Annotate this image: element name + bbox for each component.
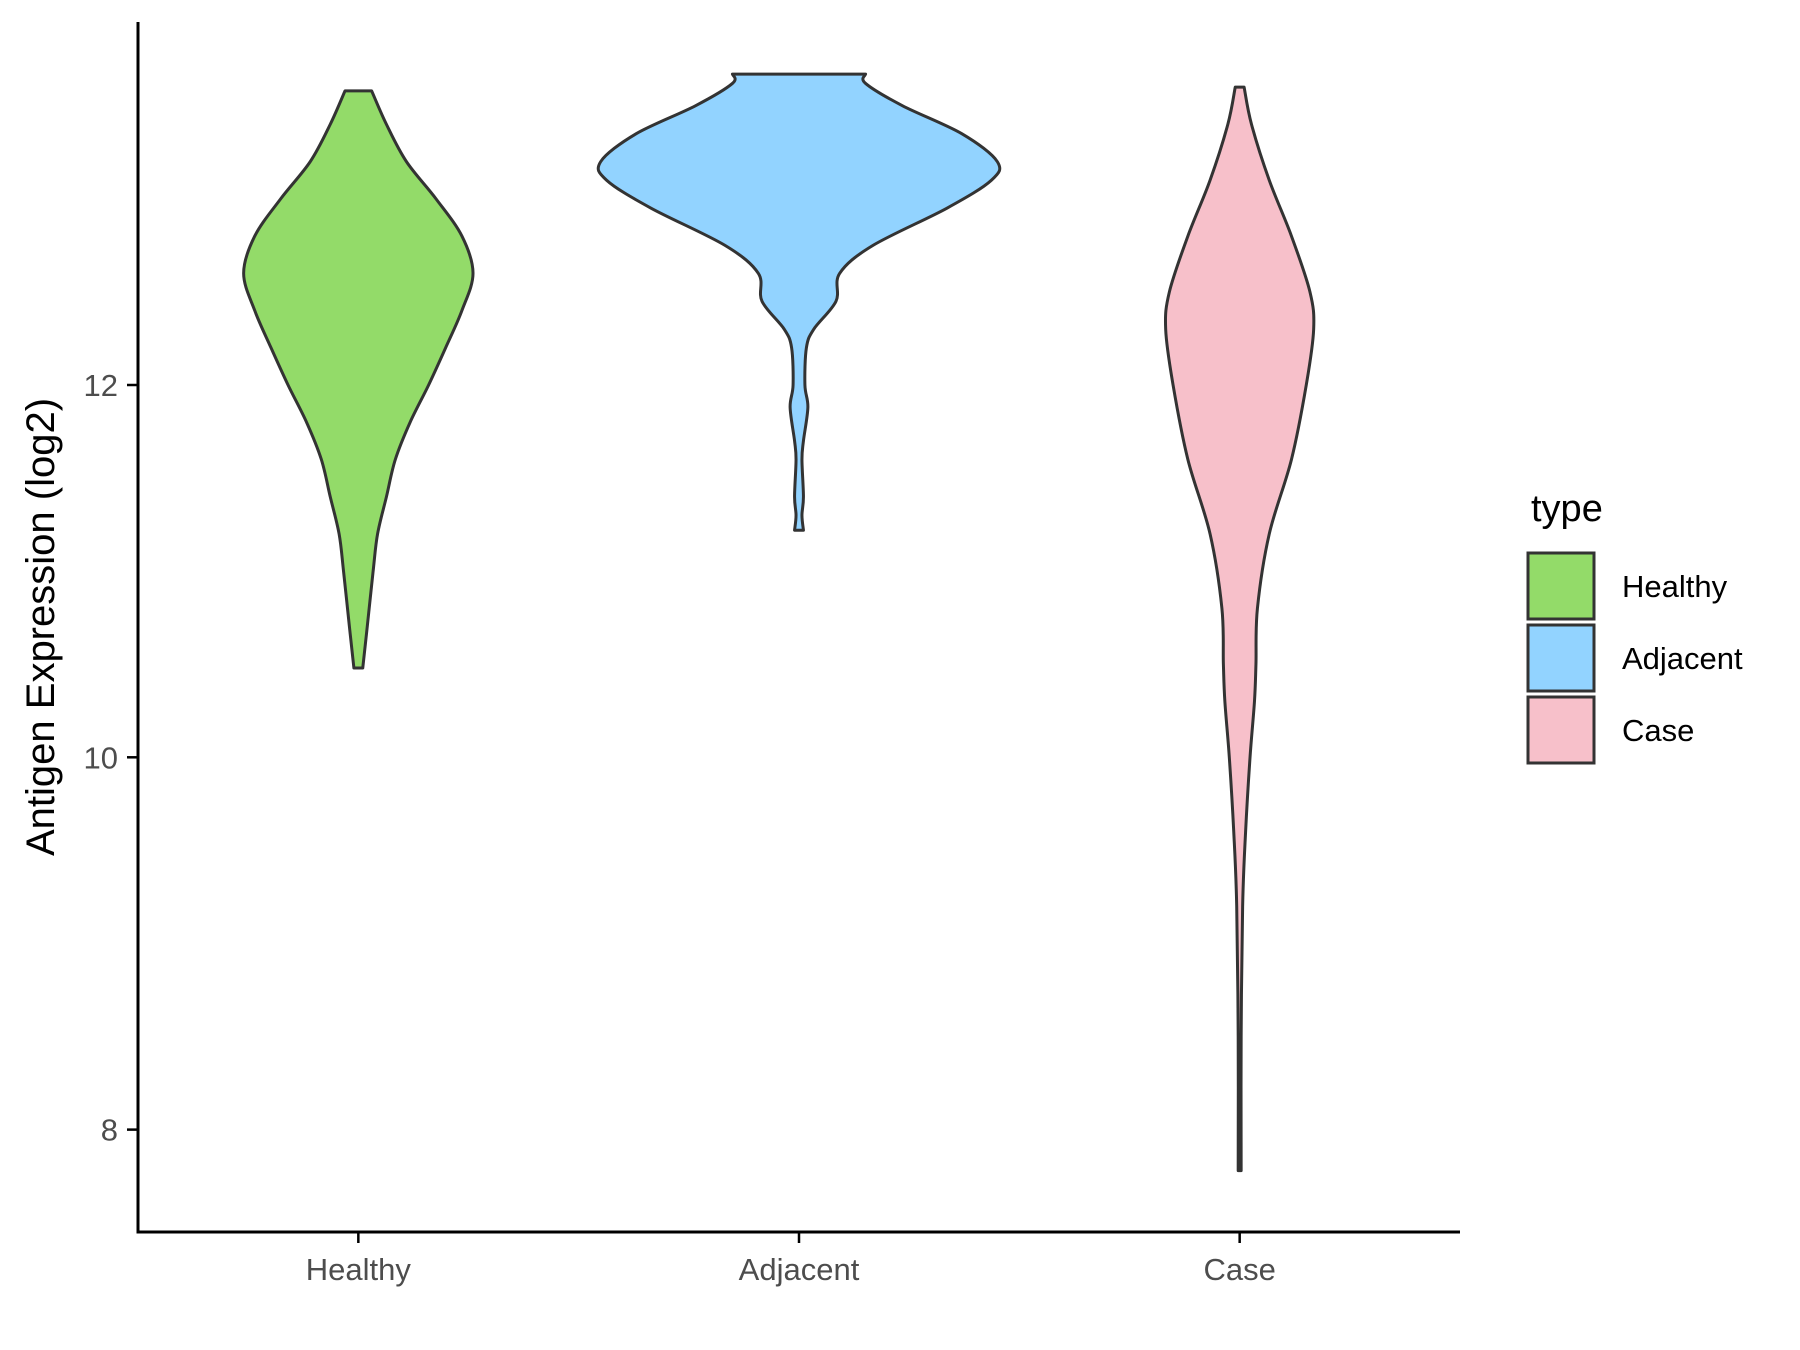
legend-label-adjacent: Adjacent xyxy=(1622,641,1743,676)
x-tick-label: Adjacent xyxy=(739,1252,860,1287)
legend-entries: Healthy Adjacent Case xyxy=(1526,551,1743,765)
violin-case xyxy=(1163,85,1316,1173)
y-ticks: 8 10 12 xyxy=(84,368,138,1148)
x-tick-label: Healthy xyxy=(306,1252,412,1287)
y-tick-label: 12 xyxy=(84,368,118,403)
y-tick-label: 8 xyxy=(101,1113,118,1148)
axes: 8 10 12 Healthy Adjacent Case xyxy=(84,22,1460,1287)
x-ticks: Healthy Adjacent Case xyxy=(306,1232,1276,1287)
y-tick-label: 10 xyxy=(84,740,118,775)
legend-key-adjacent xyxy=(1526,623,1596,693)
legend-key-case xyxy=(1526,695,1596,765)
violin-layer xyxy=(242,72,1316,1173)
violin-adjacent xyxy=(596,72,1002,532)
y-axis-title: Antigen Expression (log2) xyxy=(19,398,63,856)
x-tick-label: Case xyxy=(1203,1252,1275,1287)
legend-title: type xyxy=(1531,488,1603,530)
legend-label-case: Case xyxy=(1622,713,1694,748)
legend-key-healthy xyxy=(1526,551,1596,621)
legend-label-healthy: Healthy xyxy=(1622,569,1728,604)
violin-healthy xyxy=(242,89,475,670)
legend: type Healthy Adjacent Case xyxy=(1526,488,1743,765)
